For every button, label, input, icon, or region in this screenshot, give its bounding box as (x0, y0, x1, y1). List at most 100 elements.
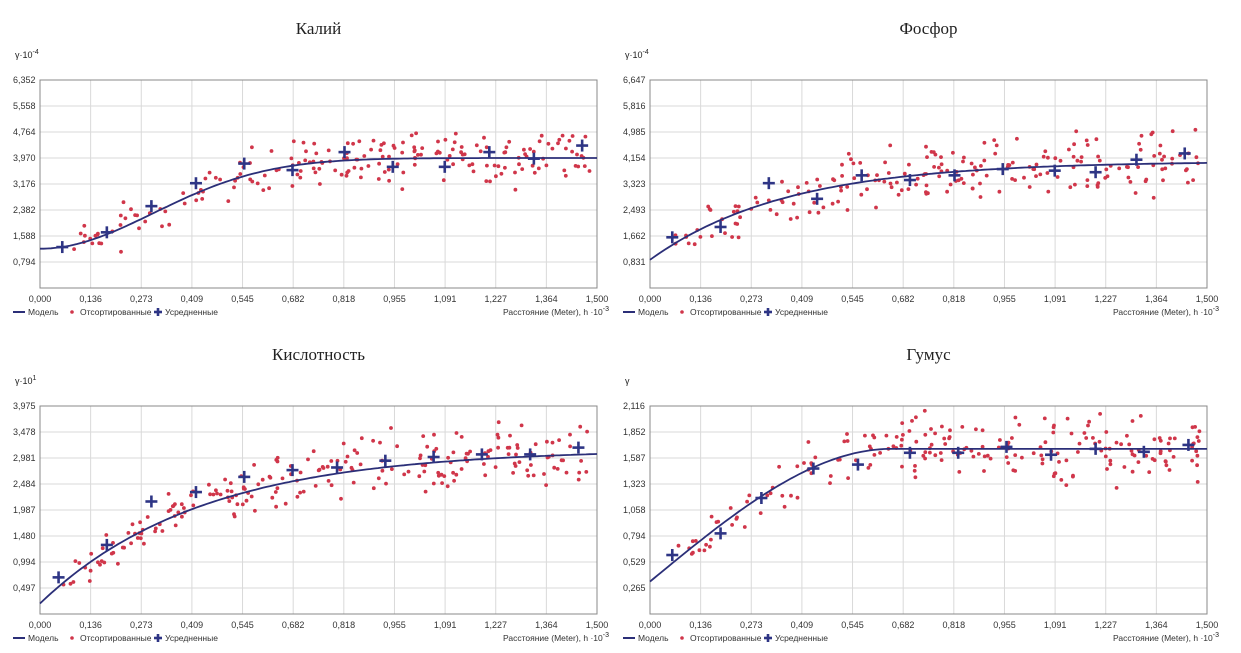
scatter-point (344, 173, 349, 178)
scatter-point (304, 149, 308, 154)
chart-panel-gumus: Гумус γ 0,265 0,529 0,794 1,058 1,323 1,587 1,85… (620, 336, 1220, 652)
scatter-point (235, 502, 240, 507)
scatter-point (702, 548, 707, 553)
scatter-point (557, 137, 562, 142)
scatter-point (453, 131, 458, 136)
scatter-point (988, 456, 993, 461)
scatter-point (1087, 419, 1091, 424)
scatter-point (507, 139, 512, 144)
scatter-point (255, 181, 260, 186)
scatter-point (742, 525, 747, 529)
scatter-point (945, 189, 949, 194)
scatter-point (130, 522, 135, 527)
scatter-point (875, 173, 879, 178)
scatter-point (229, 489, 234, 494)
scatter-point (228, 481, 233, 486)
scatter-point (160, 224, 164, 229)
scatter-point (447, 154, 452, 158)
scatter-point (914, 439, 919, 444)
scatter-point (143, 219, 148, 224)
scatter-point (1098, 412, 1102, 416)
scatter-point (268, 475, 273, 480)
scatter-point (837, 457, 842, 462)
averaged-marker (483, 146, 496, 159)
scatter-point (555, 467, 560, 471)
scatter-point (815, 177, 820, 182)
scatter-point (1122, 465, 1127, 469)
scatter-point (882, 179, 887, 184)
scatter-point (1151, 195, 1156, 200)
scatter-point (191, 503, 196, 508)
scatter-point (1040, 461, 1045, 466)
scatter-point (578, 424, 583, 429)
scatter-point (842, 439, 847, 444)
scatter-point (459, 145, 464, 149)
scatter-point (568, 444, 572, 449)
x-tick-label: 0,955 (993, 294, 1016, 304)
averaged-marker (666, 231, 679, 244)
scatter-point (782, 504, 787, 509)
scatter-point (583, 134, 588, 139)
scatter-point (345, 454, 350, 459)
scatter-point (959, 176, 964, 181)
chart-kaliy: Калий γ·10-4 0,794 1,588 2,382 3,176 3,970 4,76… (13, 19, 609, 317)
scatter-point (317, 467, 322, 472)
scatter-point (376, 476, 381, 481)
chart-fosfor: Фосфор γ·10-4 0,831 1,662 2,493 3,323 4,154 4,9… (623, 19, 1219, 317)
legend-averaged-label: Усредненные (775, 633, 828, 643)
scatter-point (747, 493, 752, 498)
legend-sorted-label: Отсортированные (690, 633, 762, 643)
scatter-point (495, 432, 500, 437)
scatter-point (951, 150, 955, 155)
scatter-point (351, 480, 356, 485)
scatter-point (1191, 178, 1195, 183)
x-axis-label: Расстояние (Meter), h ·10-3 (503, 632, 609, 643)
scatter-point (1057, 460, 1061, 464)
scatter-point (104, 533, 109, 537)
scatter-point (706, 204, 711, 209)
scatter-point (418, 456, 422, 461)
scatter-point (250, 145, 254, 150)
scatter-point (126, 531, 131, 535)
scatter-point (577, 470, 582, 475)
scatter-point (531, 473, 536, 478)
scatter-point (723, 231, 727, 236)
x-tick-label: 0,273 (740, 294, 763, 304)
scatter-point (358, 462, 363, 467)
scatter-point (542, 472, 546, 476)
scatter-point (997, 189, 1002, 194)
scatter-point (579, 459, 583, 463)
model-curve (649, 162, 1208, 261)
y-tick-label: 5,816 (623, 101, 646, 111)
scatter-point (343, 459, 348, 464)
model-curve (39, 453, 598, 605)
scatter-point (526, 473, 531, 478)
scatter-point (697, 548, 702, 553)
scatter-point (102, 560, 107, 565)
scatter-point (1168, 436, 1172, 441)
scatter-point (550, 440, 555, 445)
x-tick-label: 0,409 (181, 294, 204, 304)
scatter-point (1150, 130, 1155, 135)
scatter-point (1194, 449, 1199, 454)
scatter-point (561, 458, 565, 463)
chart-title: Гумус (906, 345, 951, 364)
y-tick-label: 6,647 (623, 75, 646, 85)
x-tick-label: 0,273 (130, 620, 153, 630)
scatter-point (546, 141, 551, 146)
scatter-point (587, 169, 592, 173)
scatter-point (768, 208, 773, 212)
scatter-point (482, 462, 486, 466)
scatter-point (901, 433, 905, 437)
scatter-point (780, 179, 784, 184)
x-tick-label: 0,545 (231, 620, 254, 630)
scatter-point (203, 176, 208, 181)
y-tick-label: 3,478 (13, 427, 36, 437)
averaged-marker (851, 458, 864, 471)
scatter-point (528, 147, 532, 151)
scatter-point (840, 174, 844, 178)
scatter-point (929, 442, 934, 447)
chart-title: Фосфор (899, 19, 957, 38)
scatter-point (451, 450, 456, 455)
scatter-point (422, 469, 427, 474)
